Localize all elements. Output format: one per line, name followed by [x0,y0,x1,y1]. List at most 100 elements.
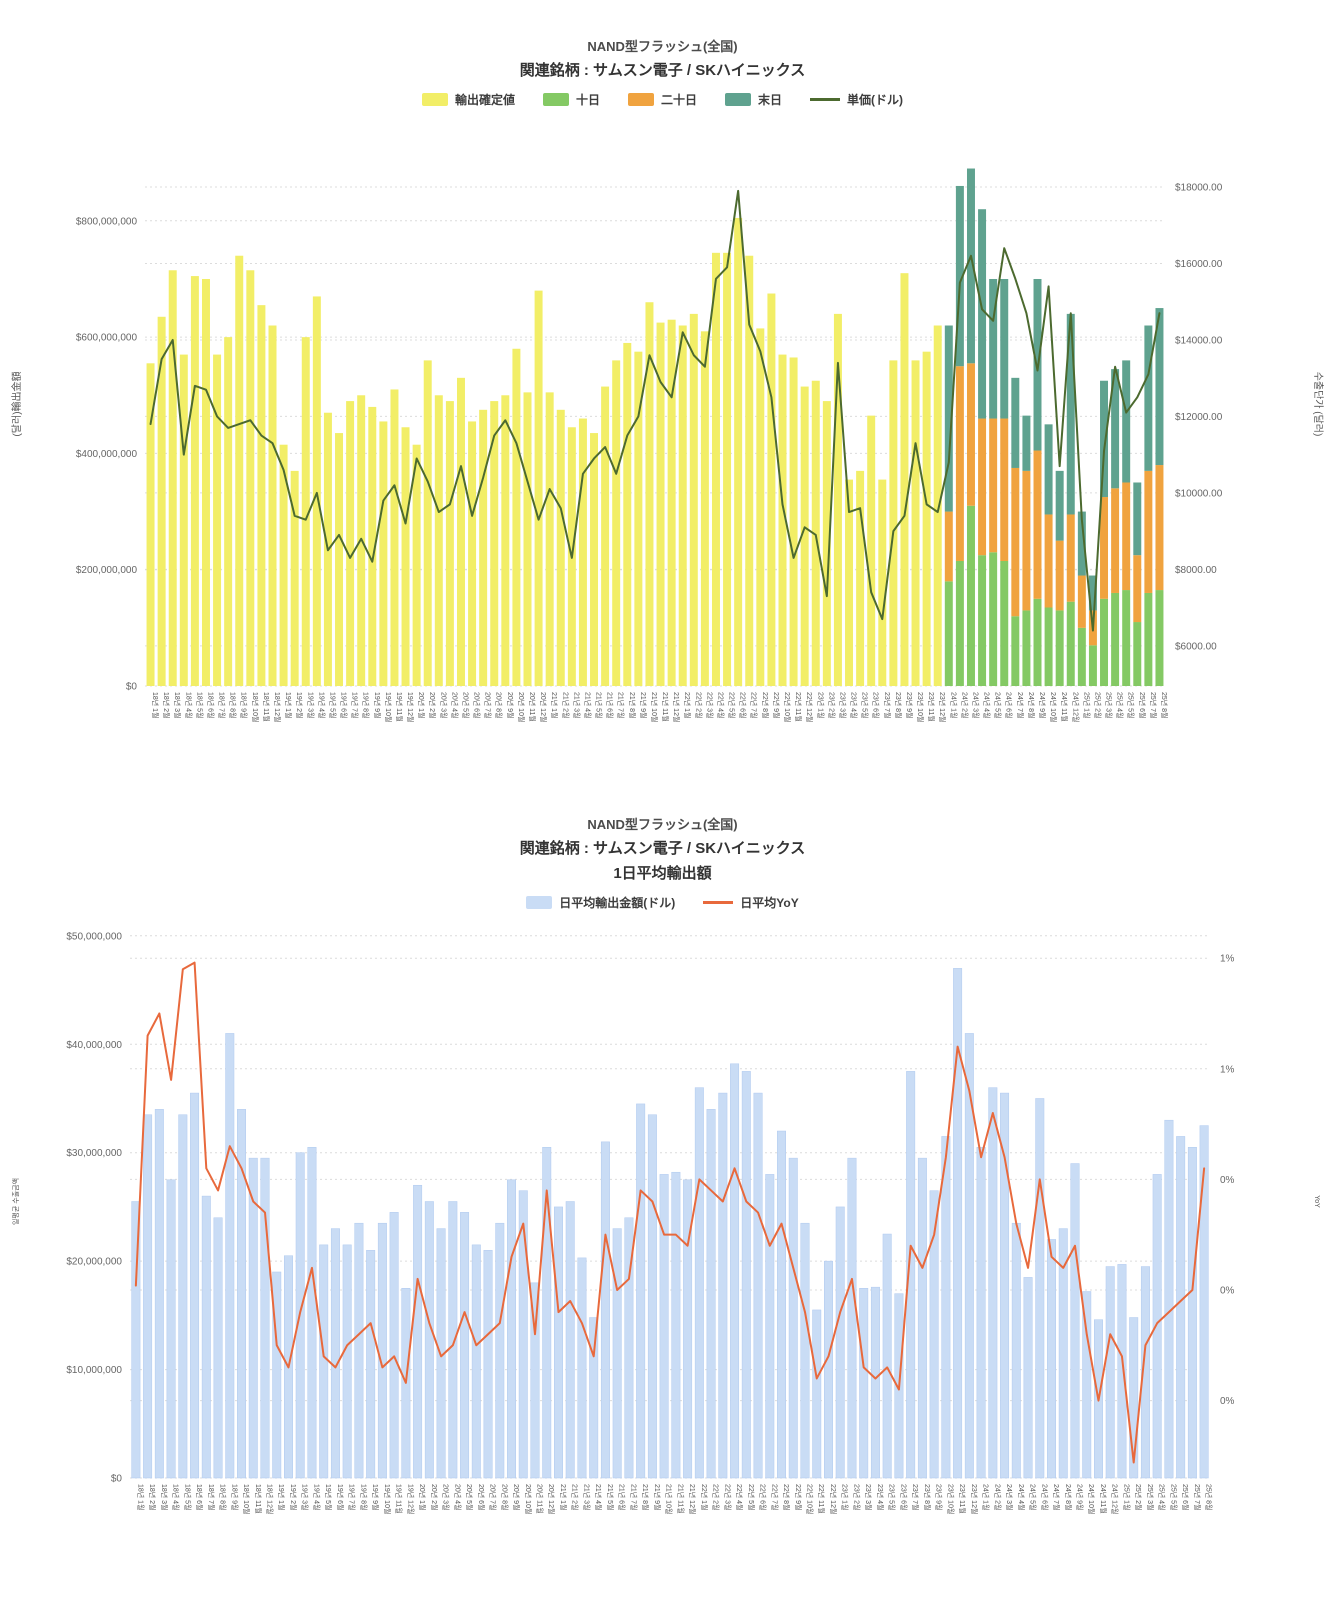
svg-text:19년 12월: 19년 12월 [406,1484,415,1514]
svg-text:22년 5월: 22년 5월 [747,1484,756,1511]
svg-text:23년 11월: 23년 11월 [927,692,936,722]
legend-item-0[interactable]: 日平均輸出金額(ドル) [526,894,675,911]
svg-text:19년 2월: 19년 2월 [289,1484,298,1511]
bottom-chart: NAND型フラッシュ(全国) 関連銘柄 : サムスン電子 / SKハイニックス … [0,756,1325,1556]
svg-text:19년 8월: 19년 8월 [359,1484,368,1511]
bottom-chart-subtitle2: 1日平均輸出額 [613,865,712,882]
svg-text:23년 3월: 23년 3월 [838,692,847,719]
svg-text:24년 5월: 24년 5월 [1029,1484,1038,1511]
legend-item-0[interactable]: 輸出確定値 [421,91,515,108]
legend-box-swatch [725,93,752,106]
legend-item-2[interactable]: 二十日 [628,91,697,108]
svg-text:20년 10월: 20년 10월 [524,1484,533,1514]
svg-text:20년 1월: 20년 1월 [418,1484,427,1511]
svg-text:23년 8월: 23년 8월 [894,692,903,719]
svg-text:24년 4월: 24년 4월 [1017,1484,1026,1511]
legend-label: 十日 [575,93,600,107]
svg-text:$40,000,000: $40,000,000 [66,1040,122,1051]
svg-text:22년 4월: 22년 4월 [735,1484,744,1511]
legend-line-swatch [810,98,841,101]
left-axis-tick-labels: $0 $10,000,000 $20,000,000 $30,000,000 $40,0… [66,931,122,1484]
svg-text:20년 7월: 20년 7월 [484,692,493,719]
bottom-chart-title: NAND型フラッシュ(全国) [587,817,738,832]
svg-text:$6000.00: $6000.00 [1175,641,1217,652]
legend-item-4[interactable]: 単価(ドル) [810,91,903,108]
legend-item-1[interactable]: 日平均YoY [703,894,799,911]
svg-text:20년 3월: 20년 3월 [442,1484,451,1511]
svg-text:18년 7월: 18년 7월 [218,692,227,719]
svg-text:19년 1월: 19년 1월 [277,1484,286,1511]
svg-text:$10000.00: $10000.00 [1175,488,1223,499]
svg-text:$600,000,000: $600,000,000 [76,333,138,344]
legend-label: 単価(ドル) [847,93,904,107]
svg-text:22년 3월: 22년 3월 [705,692,714,719]
bottom-chart-canvas[interactable]: $0 $10,000,000 $20,000,000 $30,000,000 $40,0… [0,911,1325,1556]
svg-text:19년 3월: 19년 3월 [306,692,315,719]
svg-text:20년 12월: 20년 12월 [539,692,548,722]
svg-text:18년 4월: 18년 4월 [172,1484,181,1511]
svg-text:22년 4월: 22년 4월 [716,692,725,719]
bars-layer[interactable] [131,968,1209,1479]
svg-text:18년 7월: 18년 7월 [207,1484,216,1511]
svg-text:20년 2월: 20년 2월 [428,692,437,719]
svg-text:24년 3월: 24년 3월 [1005,1484,1014,1511]
svg-text:24년 1월: 24년 1월 [949,692,958,719]
svg-text:21년 8월: 21년 8월 [641,1484,650,1511]
svg-text:21년 9월: 21년 9월 [639,692,648,719]
svg-text:22년 9월: 22년 9월 [794,1484,803,1511]
svg-text:19년 2월: 19년 2월 [295,692,304,719]
legend-label: 輸出確定値 [454,93,515,107]
svg-text:20년 3월: 20년 3월 [439,692,448,719]
svg-text:23년 12월: 23년 12월 [970,1484,979,1514]
top-chart-canvas[interactable]: $0 $200,000,000 $400,000,000 $600,000,000 $8… [0,108,1325,756]
svg-text:20년 1월: 20년 1월 [417,692,426,719]
svg-text:21년 4월: 21년 4월 [594,1484,603,1511]
svg-text:22년 2월: 22년 2월 [712,1484,721,1511]
legend-line-swatch [703,901,734,904]
legend-label: 末日 [758,93,783,107]
svg-text:25년 6월: 25년 6월 [1138,692,1147,719]
legend-item-1[interactable]: 十日 [542,91,600,108]
svg-text:22년 1월: 22년 1월 [683,692,692,719]
left-axis-tick-labels: $0 $200,000,000 $400,000,000 $600,000,000 $8… [76,216,138,692]
svg-text:20년 11월: 20년 11월 [536,1484,545,1514]
svg-text:22년 6월: 22년 6월 [759,1484,768,1511]
svg-text:$14000.00: $14000.00 [1175,336,1223,347]
svg-text:25년 4월: 25년 4월 [1116,692,1125,719]
bars-layer[interactable] [146,168,1164,687]
legend-box-swatch [628,93,654,106]
svg-text:21년 5월: 21년 5월 [595,692,604,719]
right-axis-title: YoY [1313,1195,1320,1208]
svg-text:19년 11월: 19년 11월 [395,692,404,722]
svg-text:$12000.00: $12000.00 [1175,412,1223,423]
line-layer[interactable] [134,961,1206,1464]
line-layer[interactable] [149,189,1161,632]
svg-text:21년 6월: 21년 6월 [618,1484,627,1511]
svg-text:18년 1월: 18년 1월 [151,692,160,719]
svg-text:24년 2월: 24년 2월 [993,1484,1002,1511]
svg-text:19년 12월: 19년 12월 [406,692,415,722]
legend-box-swatch [542,93,569,106]
svg-text:24년 2월: 24년 2월 [960,692,969,719]
svg-text:25년 5월: 25년 5월 [1127,692,1136,719]
svg-text:19년 5월: 19년 5월 [328,692,337,719]
svg-text:20년 4월: 20년 4월 [453,1484,462,1511]
svg-text:21년 3월: 21년 3월 [582,1484,591,1511]
svg-text:22년 7월: 22년 7월 [770,1484,779,1511]
bottom-chart-subtitle: 関連銘柄 : サムスン電子 / SKハイニックス [519,840,806,857]
legend-item-3[interactable]: 末日 [725,91,782,108]
legend-box-swatch [421,93,448,106]
legend-label: 二十日 [661,93,698,107]
x-axis-labels: 18년 1월 18년 2월 18년 3월 18년 4월 18년 5월 18년 6월 18년 … [151,692,1169,722]
svg-text:22년 1월: 22년 1월 [700,1484,709,1511]
svg-text:24년 6월: 24년 6월 [1005,692,1014,719]
svg-text:21년 10월: 21년 10월 [650,692,659,722]
svg-text:19년 5월: 19년 5월 [324,1484,333,1511]
svg-text:24년 9월: 24년 9월 [1076,1484,1085,1511]
svg-text:21년 7월: 21년 7월 [617,692,626,719]
svg-text:21년 10월: 21년 10월 [665,1484,674,1514]
bottom-chart-legend: 日平均輸出金額(ドル) 日平均YoY [0,894,1325,911]
svg-text:22년 10월: 22년 10월 [806,1484,815,1514]
svg-text:25년 4월: 25년 4월 [1158,1484,1167,1511]
svg-text:20년 4월: 20년 4월 [450,692,459,719]
